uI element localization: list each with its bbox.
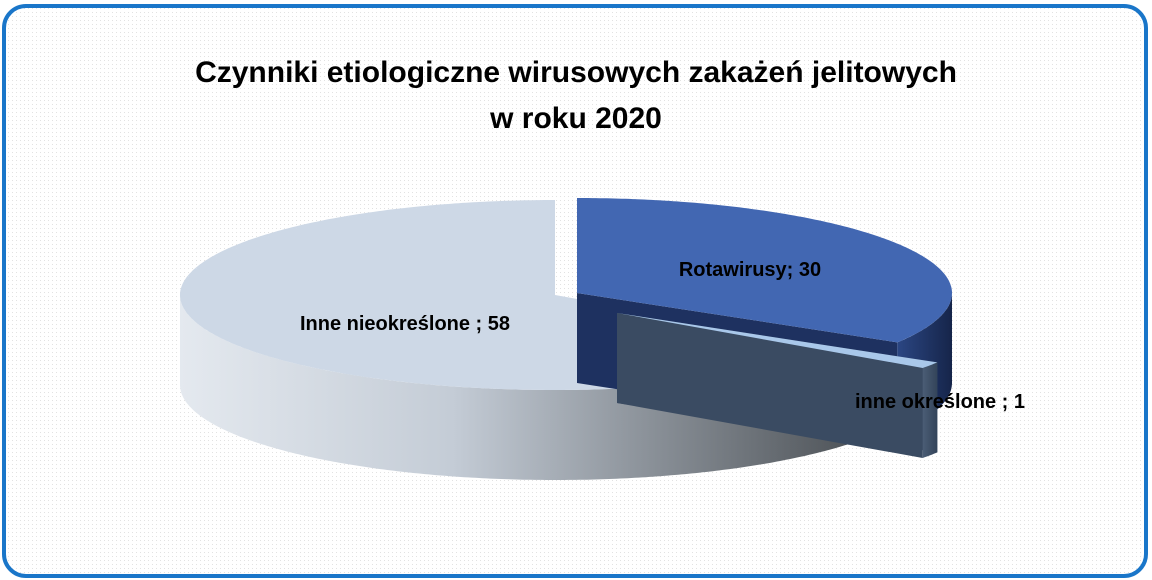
slice-side	[180, 295, 861, 480]
slice-side	[922, 362, 938, 458]
data-label: Inne nieokreślone ; 58	[299, 313, 511, 335]
data-label: Rotawirusy; 30	[678, 259, 822, 281]
slice	[617, 313, 938, 368]
data-label: inne określone ; 1	[854, 391, 1026, 413]
slice	[577, 198, 952, 343]
slice-face	[617, 313, 923, 458]
chart-title: Czynniki etiologiczne wirusowych zakażeń…	[195, 56, 957, 135]
